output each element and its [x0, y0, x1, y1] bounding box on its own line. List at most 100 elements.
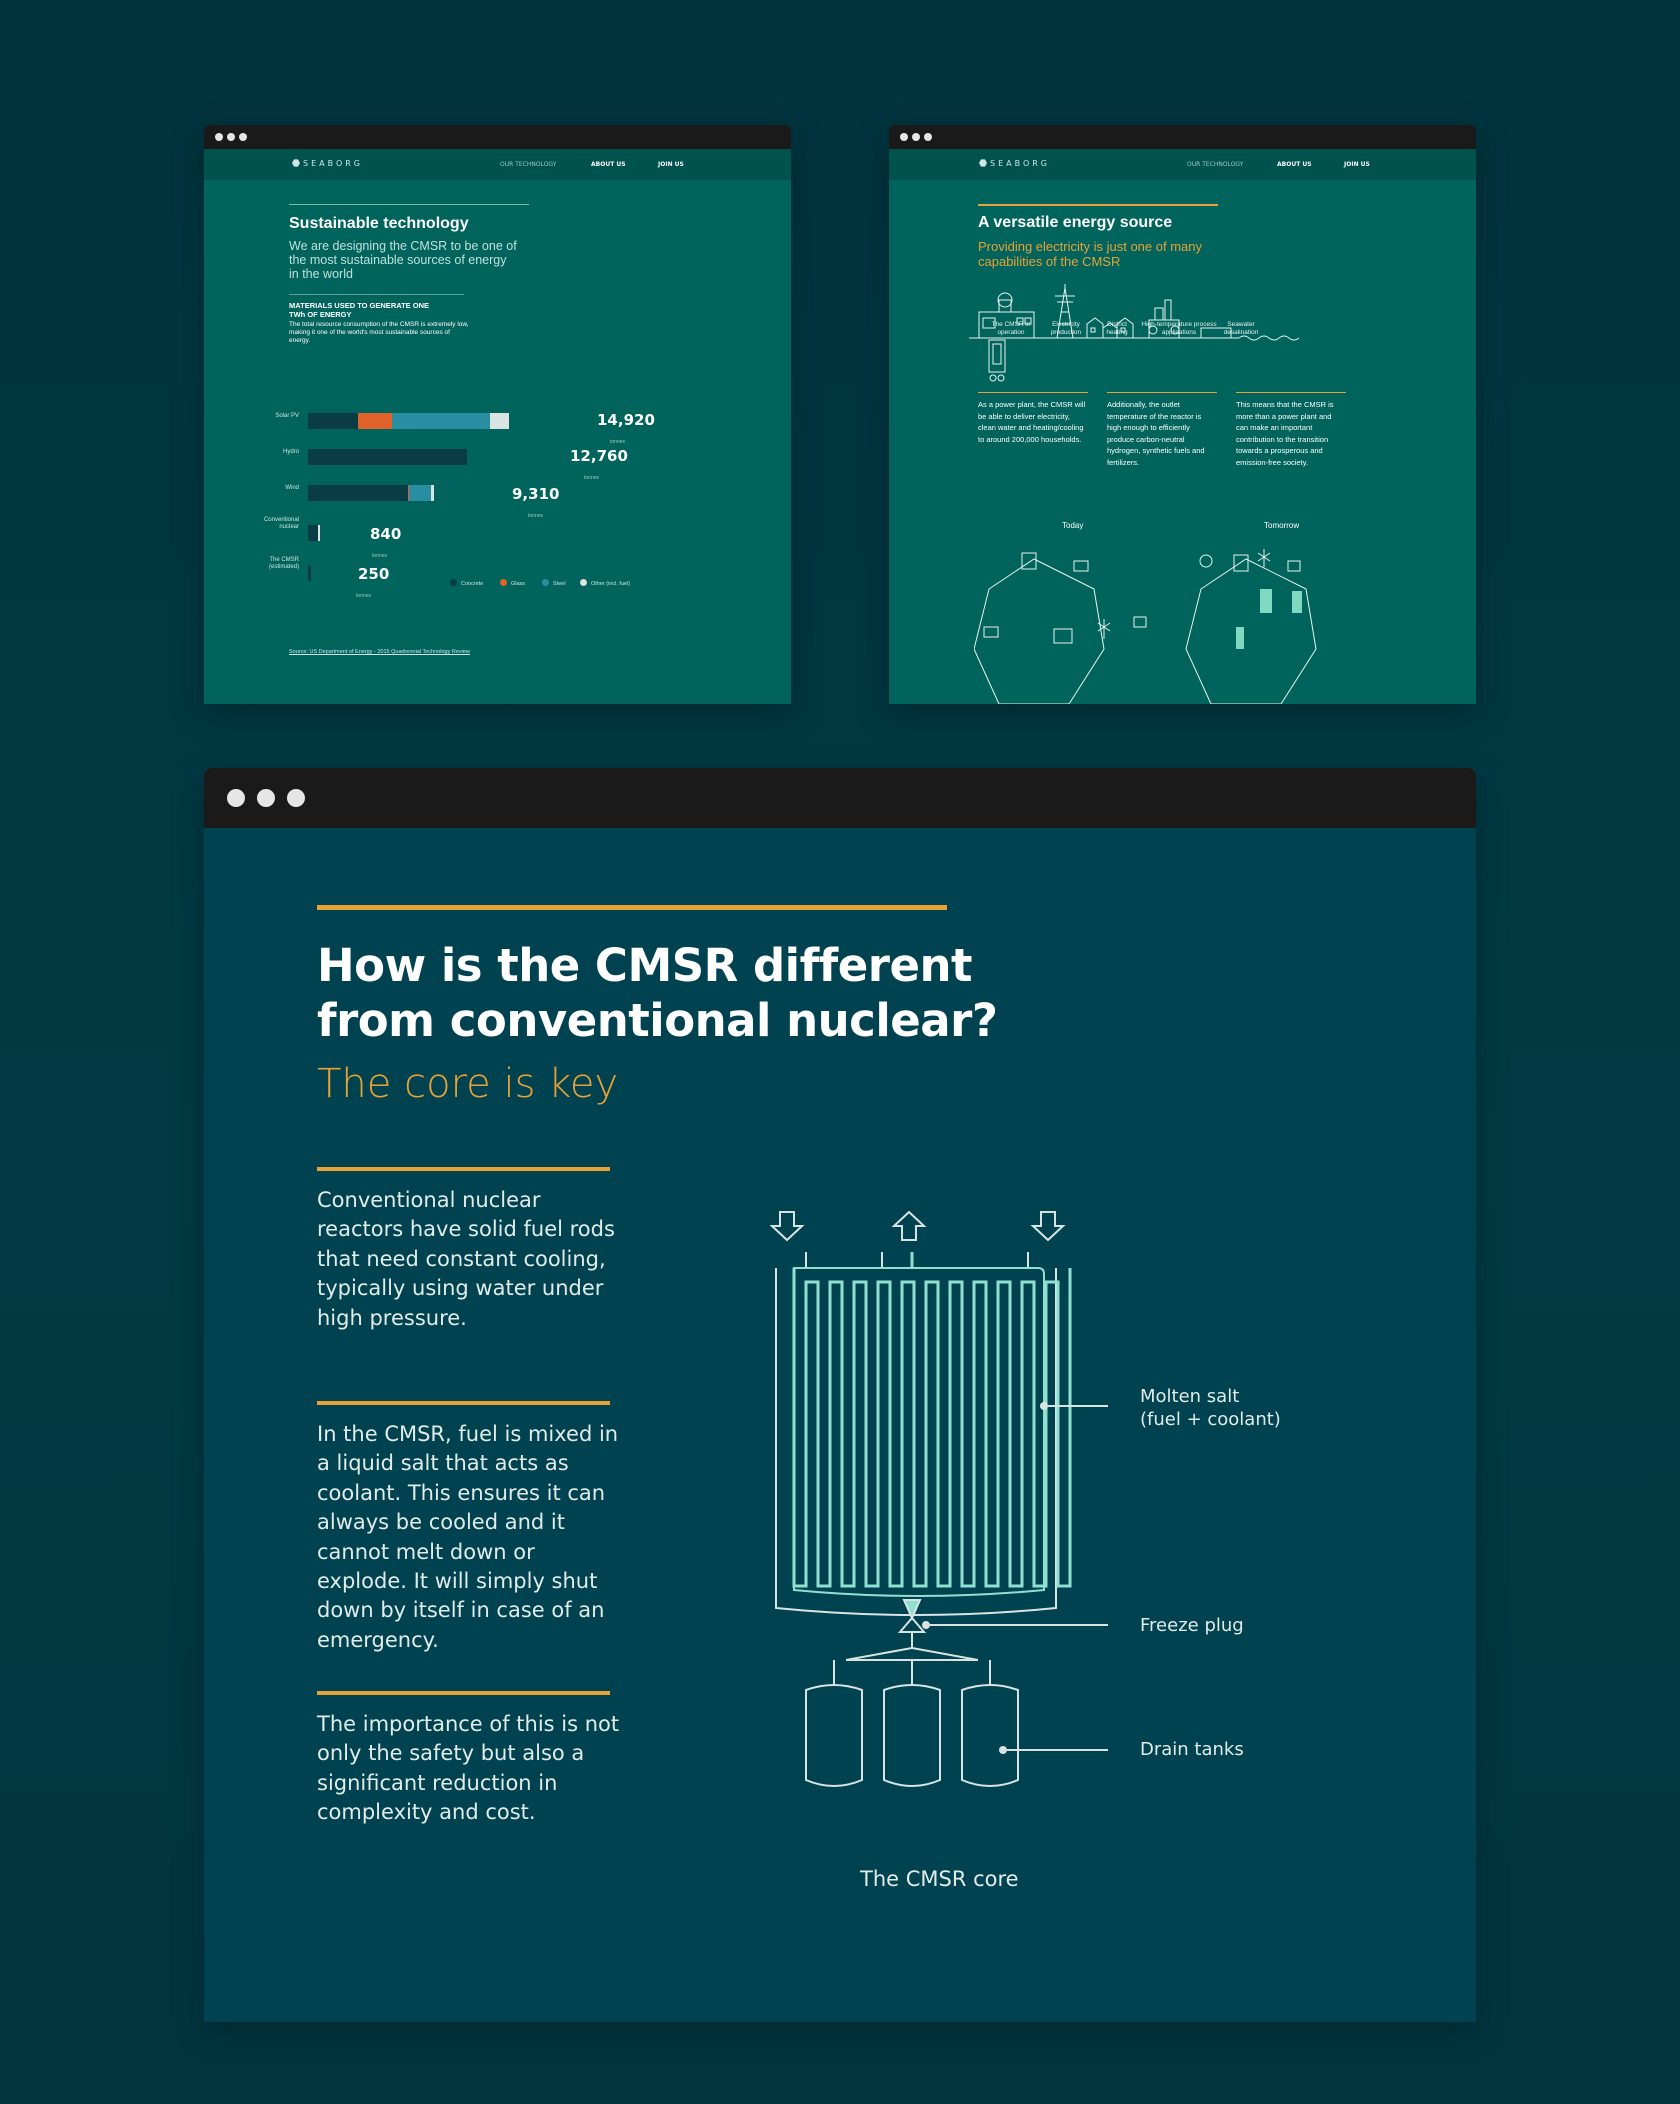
title-line-2: from conventional nuclear? — [317, 994, 998, 1047]
legend-item-glass: Glass — [500, 579, 525, 587]
legend-label: Other (incl. fuel) — [591, 581, 631, 587]
window-maximize-dot[interactable] — [239, 133, 247, 141]
bar-segment-glass — [407, 485, 410, 501]
bar-value-conventional-nuclear: 840 — [370, 525, 402, 543]
legend-dot-glass — [500, 579, 507, 586]
nav-link-our-technology[interactable]: OUR TECHNOLOGY — [1187, 161, 1244, 168]
bar-unit-wind: tonnes — [528, 513, 544, 519]
window-maximize-dot[interactable] — [924, 133, 932, 141]
nav-link-join-us[interactable]: JOIN US — [1344, 161, 1370, 168]
bar-segment-other-incl-fuel — [490, 413, 509, 429]
window-maximize-dot[interactable] — [287, 789, 305, 807]
paragraph-divider — [317, 1691, 610, 1695]
today-tomorrow-illustration — [974, 549, 1317, 704]
down-arrow-icon — [769, 1211, 805, 1242]
seaborg-logo[interactable]: SEABORG — [292, 159, 363, 168]
page-title: How is the CMSR different from conventio… — [317, 938, 998, 1048]
bar-segment-concrete — [308, 449, 468, 465]
caption-process-applications: High-temperature process applications — [1141, 321, 1217, 336]
title-line-1: How is the CMSR different — [317, 939, 973, 992]
paragraph-divider — [317, 1401, 610, 1405]
today-label: Today — [1062, 521, 1084, 530]
nav-link-join-us[interactable]: JOIN US — [658, 161, 684, 168]
window-close-dot[interactable] — [900, 133, 908, 141]
divider — [289, 204, 529, 205]
window-minimize-dot[interactable] — [227, 133, 235, 141]
bar-segment-concrete — [308, 413, 358, 429]
bar-unit-conventional-nuclear: tonnes — [372, 553, 388, 559]
nav-link-about-us[interactable]: ABOUT US — [591, 161, 626, 168]
legend-label: Glass — [511, 581, 526, 587]
bar-segment-steel — [391, 413, 490, 429]
bar-segment-other-incl-fuel — [431, 485, 434, 501]
molten-salt-label: Molten salt (fuel + coolant) — [1140, 1385, 1281, 1431]
bar-segment-concrete — [308, 485, 408, 501]
molten-salt-line-1: Molten salt — [1140, 1386, 1240, 1407]
browser-window-energy: SEABORG OUR TECHNOLOGY ABOUT US JOIN US … — [889, 125, 1476, 704]
energy-uses-illustration — [969, 284, 1300, 382]
logo-text: SEABORG — [303, 159, 364, 168]
bar-value-wind: 9,310 — [512, 485, 560, 503]
bar-segment-glass — [357, 413, 392, 429]
down-arrow-icon — [1030, 1211, 1066, 1242]
column-text-3: This means that the CMSR is more than a … — [1236, 400, 1334, 467]
page-core: How is the CMSR different from conventio… — [204, 828, 1476, 2022]
window-minimize-dot[interactable] — [912, 133, 920, 141]
hexagon-logo-icon — [979, 159, 987, 167]
bar-segment-steel — [408, 485, 432, 501]
page-energy: SEABORG OUR TECHNOLOGY ABOUT US JOIN US … — [889, 149, 1476, 704]
bar-label-conventional-nuclear: Conventional nuclear — [263, 517, 299, 530]
bar-the-cmsr-estimated — [308, 565, 312, 581]
intro-text: We are designing the CMSR to be one of t… — [289, 239, 517, 281]
nav-link-our-technology[interactable]: OUR TECHNOLOGY — [500, 161, 557, 168]
legend-dot-other — [580, 579, 587, 586]
page-title: Sustainable technology — [289, 215, 469, 232]
bar-unit-cmsr: tonnes — [356, 593, 372, 599]
bar-segment-other-incl-fuel — [318, 525, 321, 541]
window-close-dot[interactable] — [215, 133, 223, 141]
window-minimize-dot[interactable] — [257, 789, 275, 807]
bar-label-wind: Wind — [285, 485, 299, 491]
window-close-dot[interactable] — [227, 789, 245, 807]
page-sustainable: SEABORG OUR TECHNOLOGY ABOUT US JOIN US … — [204, 149, 791, 704]
freeze-plug-label: Freeze plug — [1140, 1615, 1244, 1636]
legend-item-other: Other (incl. fuel) — [580, 579, 630, 587]
legend-label: Concrete — [461, 581, 484, 587]
seaborg-logo[interactable]: SEABORG — [979, 159, 1050, 168]
site-navbar: SEABORG OUR TECHNOLOGY ABOUT US JOIN US — [204, 149, 791, 180]
drain-tanks-leader-line — [1007, 1749, 1108, 1751]
bar-wind — [308, 485, 434, 501]
bar-unit-solar: tonnes — [610, 439, 626, 445]
divider-orange — [1107, 392, 1217, 393]
drain-tanks-label: Drain tanks — [1140, 1739, 1244, 1760]
window-titlebar — [204, 125, 791, 149]
nav-link-about-us[interactable]: ABOUT US — [1277, 161, 1312, 168]
title-divider — [317, 905, 947, 910]
divider-orange — [978, 392, 1088, 393]
divider-orange — [1236, 392, 1346, 393]
divider-orange — [978, 204, 1218, 206]
source-link[interactable]: Source: US Department of Energy - 2015 Q… — [289, 649, 470, 655]
legend-item-concrete: Concrete — [450, 579, 483, 587]
bar-value-hydro: 12,760 — [570, 447, 628, 465]
window-titlebar — [204, 768, 1476, 828]
bar-value-solar: 14,920 — [597, 411, 655, 429]
browser-window-core: How is the CMSR different from conventio… — [204, 768, 1476, 2022]
page-title: A versatile energy source — [978, 214, 1173, 231]
column-text-1: As a power plant, the CMSR will be able … — [978, 400, 1086, 444]
site-navbar: SEABORG OUR TECHNOLOGY ABOUT US JOIN US — [889, 149, 1476, 180]
caption-desalination: Seawater desalination — [1223, 321, 1259, 336]
bar-label-solar: Solar PV — [275, 413, 299, 419]
legend-dot-steel — [542, 579, 549, 586]
tomorrow-label: Tomorrow — [1264, 521, 1300, 530]
bar-unit-hydro: tonnes — [584, 475, 600, 481]
page-subtitle: Providing electricity is just one of man… — [978, 239, 1202, 269]
legend-label: Steel — [553, 581, 566, 587]
legend-item-steel: Steel — [542, 579, 566, 587]
bar-hydro — [308, 449, 468, 465]
materials-heading: MATERIALS USED TO GENERATE ONE TWh OF EN… — [289, 301, 430, 319]
hexagon-logo-icon — [292, 159, 300, 167]
bar-value-cmsr: 250 — [358, 565, 390, 583]
bar-segment-concrete — [308, 525, 319, 541]
cmsr-core-diagram — [769, 1210, 1072, 1787]
